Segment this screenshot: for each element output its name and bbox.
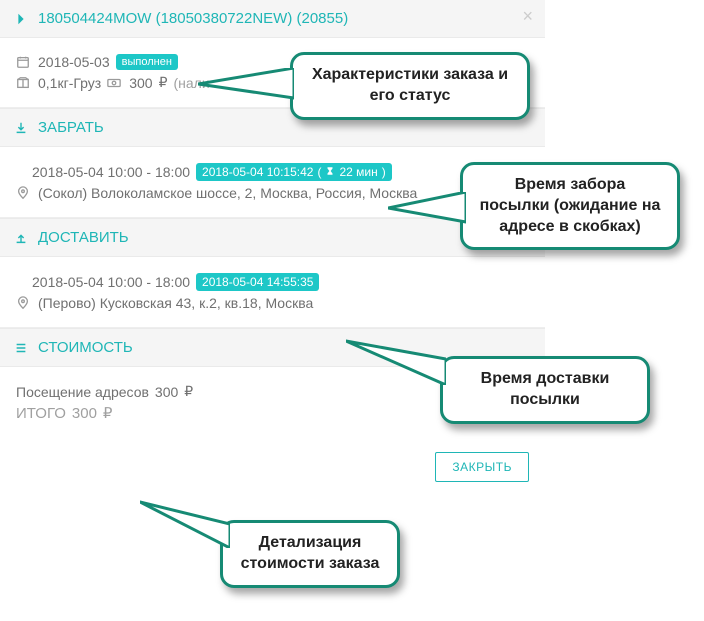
close-icon[interactable]: × — [522, 6, 533, 27]
callout-arrow — [388, 192, 466, 232]
order-weight: 0,1кг-Груз — [38, 75, 101, 91]
callout-arrow — [198, 68, 294, 108]
pickup-title: ЗАБРАТЬ — [38, 119, 104, 136]
cost-line-amount: 300 — [155, 384, 178, 400]
callout-characteristics: Характеристики заказа и его статус — [290, 52, 530, 120]
currency-sign: ₽ — [159, 74, 168, 91]
cost-title: СТОИМОСТЬ — [38, 339, 133, 356]
delivery-actual-badge: 2018-05-04 14:55:35 — [196, 273, 319, 291]
panel-footer: ЗАКРЫТЬ — [0, 438, 545, 496]
pin-icon — [16, 186, 32, 200]
pickup-actual-time: 2018-05-04 10:15:42 — [202, 165, 313, 179]
callout-delivery-time: Время доставки посылки — [440, 356, 650, 424]
cost-total-amount: 300 — [72, 405, 97, 422]
cash-icon — [107, 76, 123, 90]
callout-arrow — [140, 498, 230, 548]
upload-icon — [14, 231, 30, 245]
hourglass-icon — [325, 165, 335, 179]
chevron-right-icon — [14, 12, 30, 26]
order-date: 2018-05-03 — [38, 54, 110, 70]
pin-icon — [16, 296, 32, 310]
currency-sign: ₽ — [103, 404, 113, 422]
pickup-wait-wrap: ( — [317, 165, 321, 179]
currency-sign: ₽ — [184, 383, 193, 400]
delivery-window: 2018-05-04 10:00 - 18:00 — [32, 274, 190, 290]
close-button[interactable]: ЗАКРЫТЬ — [435, 452, 529, 482]
pickup-window: 2018-05-04 10:00 - 18:00 — [32, 164, 190, 180]
cost-line-label: Посещение адресов — [16, 384, 149, 400]
panel-header: 180504424MOW (18050380722NEW) (20855) × — [0, 0, 545, 38]
delivery-block: 2018-05-04 10:00 - 18:00 2018-05-04 14:5… — [0, 257, 545, 328]
pickup-wait: 22 мин — [339, 165, 377, 179]
order-id: 180504424MOW (18050380722NEW) (20855) — [38, 10, 348, 27]
pickup-address: (Сокол) Волоколамское шоссе, 2, Москва, … — [38, 185, 417, 201]
calendar-icon — [16, 55, 32, 69]
package-icon — [16, 76, 32, 90]
delivery-address: (Перово) Кусковская 43, к.2, кв.18, Моск… — [38, 295, 313, 311]
pickup-actual-badge: 2018-05-04 10:15:42 ( 22 мин) — [196, 163, 392, 181]
callout-arrow — [346, 335, 446, 385]
delivery-title: ДОСТАВИТЬ — [38, 229, 129, 246]
download-icon — [14, 121, 30, 135]
callout-pickup-time: Время забора посылки (ожидание на адресе… — [460, 162, 680, 250]
callout-cost-detail: Детализация стоимости заказа — [220, 520, 400, 588]
order-price: 300 — [129, 75, 152, 91]
status-badge: выполнен — [116, 54, 178, 70]
list-icon — [14, 341, 30, 355]
cost-total-label: ИТОГО — [16, 405, 66, 422]
